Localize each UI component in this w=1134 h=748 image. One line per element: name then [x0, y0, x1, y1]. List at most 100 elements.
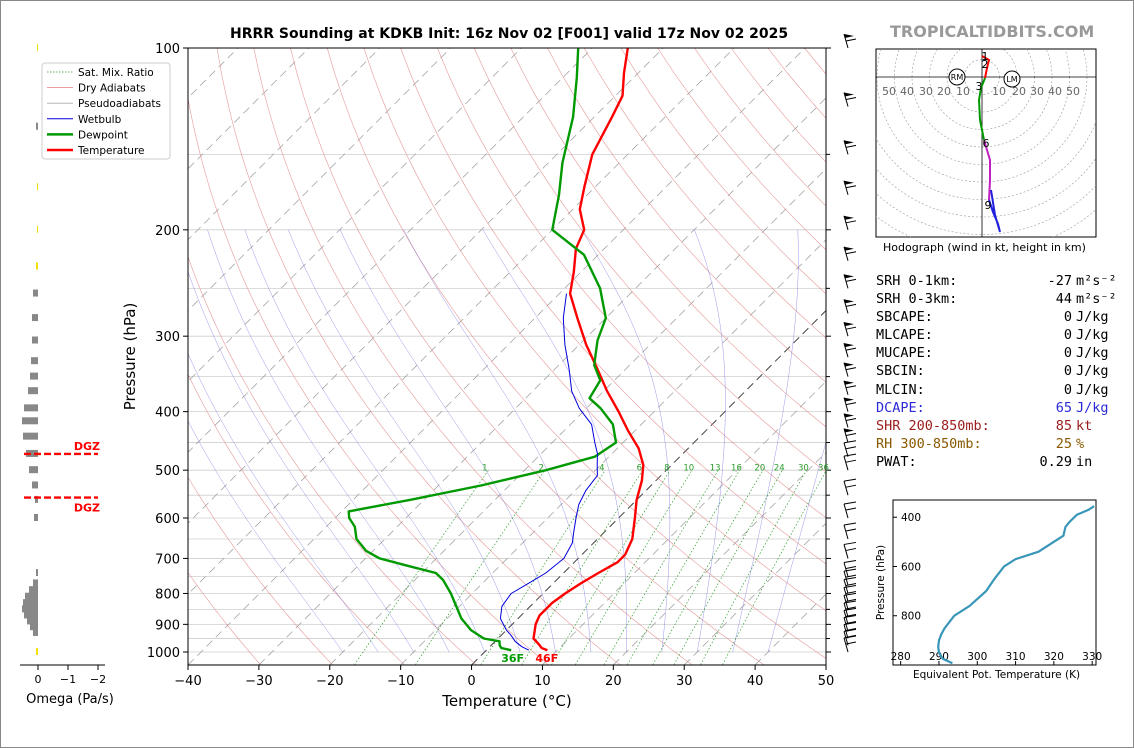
- dry-adiabat: [363, 48, 826, 612]
- wind-barb: [843, 33, 857, 49]
- pseudoadiabat: [482, 229, 627, 653]
- parameter-row: SRH 0-1km: -27 m²s⁻²: [876, 272, 1117, 290]
- parameter-label: DCAPE:: [876, 399, 925, 416]
- wind-barb: [843, 428, 857, 443]
- pseudoadiabat: [694, 229, 726, 653]
- theta-e-x-tick-label: 320: [1044, 651, 1064, 663]
- skewt-axes: 36F 46F −40 −30 −20 −10 0 10 20 30 40 50 100 200 300 40…: [121, 42, 834, 710]
- x-tick-label: −20: [316, 674, 343, 689]
- wind-barb-flag: [844, 215, 854, 220]
- wind-barb: [843, 380, 857, 395]
- theta-e-y-tick-label: 600: [901, 561, 921, 573]
- isotherm-line: [329, 168, 826, 665]
- wind-barb-flag: [844, 322, 854, 327]
- hodograph-height-label: 3: [976, 80, 983, 93]
- theta-e-y-tick-label: 400: [901, 512, 921, 524]
- wind-barb-staff: [843, 595, 849, 610]
- parameter-value: -27: [1047, 273, 1072, 289]
- wind-barb-staff: [843, 481, 849, 496]
- storm-motion-label: LM: [1006, 75, 1017, 84]
- y-tick-label: 200: [155, 224, 180, 239]
- wind-barb-flag: [844, 92, 854, 97]
- omega-bar: [34, 514, 38, 522]
- omega-bar: [23, 432, 38, 440]
- pseudoadiabat: [244, 229, 485, 653]
- x-tick-label: −10: [387, 674, 414, 689]
- mixing-ratio-line: [480, 470, 606, 665]
- wind-barb: [843, 92, 857, 107]
- hodograph-height-label: 1: [982, 50, 989, 63]
- mixing-ratio-line: [652, 470, 764, 665]
- wind-barb: [843, 343, 857, 358]
- wind-barb-staff: [843, 579, 849, 594]
- dgz-label: DGZ: [74, 440, 100, 453]
- pseudoadiabat: [581, 229, 671, 653]
- wind-barb: [843, 362, 857, 377]
- isotherm-line: [684, 522, 826, 665]
- dry-adiabat: [583, 48, 826, 339]
- parameter-label: SHR 200-850mb:: [876, 417, 990, 434]
- theta-e-x-tick-label: 300: [967, 651, 987, 663]
- storm-motion-marker: [948, 68, 966, 86]
- mixing-ratio-label: 10: [683, 463, 694, 473]
- omega-bar: [24, 611, 38, 619]
- wind-barb: [843, 453, 857, 471]
- wind-barb-feather: [843, 501, 857, 505]
- theta-e-frame: [892, 499, 1097, 666]
- wind-barb: [843, 440, 857, 457]
- sounding-parameters: SRH 0-1km: -27 m²s⁻² SRH 0-3km: 44 m²s⁻² SBCAP…: [876, 272, 1117, 471]
- wind-barb-feather: [845, 144, 857, 148]
- mixing-ratio-line: [354, 469, 489, 665]
- parameter-value: 0: [1063, 309, 1072, 326]
- mixing-ratio-line: [722, 470, 826, 665]
- omega-bar: [36, 569, 38, 577]
- omega-axis-label: Omega (Pa/s): [26, 692, 114, 707]
- parameter-label: MLCIN:: [876, 381, 925, 398]
- isotherm-line: [188, 48, 806, 665]
- dry-adiabat: [326, 48, 826, 659]
- wind-barb-feather: [845, 418, 857, 422]
- parameter-unit: %: [1076, 435, 1085, 452]
- omega-bar: [28, 387, 38, 395]
- isotherm-line: [471, 309, 826, 665]
- hodograph-height-label: 2: [982, 58, 989, 71]
- hodograph-ring-label: 50: [1066, 85, 1080, 98]
- dry-adiabat: [188, 373, 405, 665]
- isotherm-line: [542, 380, 826, 665]
- dry-adiabat: [253, 48, 693, 665]
- omega-bar: [32, 481, 38, 489]
- hodograph-ring-label: 30: [1030, 85, 1044, 98]
- wind-barb-feather: [845, 402, 857, 406]
- dry-adiabat: [188, 476, 333, 665]
- isotherm-line: [188, 48, 522, 382]
- parameter-label: PWAT:: [876, 453, 917, 470]
- wind-barb-staff: [843, 637, 849, 653]
- legend-label: Wetbulb: [78, 114, 122, 126]
- mixing-ratio-label: 6: [637, 463, 642, 473]
- hodograph-ring-label: 30: [919, 85, 933, 98]
- dry-adiabat: [188, 96, 549, 665]
- dry-adiabat: [547, 48, 826, 383]
- parameter-unit: J/kg: [1076, 381, 1109, 398]
- hodograph-ring-label: 20: [937, 85, 951, 98]
- storm-motion-marker: [1003, 70, 1021, 88]
- wind-barb-staff: [843, 503, 849, 519]
- parameter-row: MUCAPE: 0 J/kg: [876, 344, 1117, 362]
- omega-tick-label: −1: [60, 673, 76, 686]
- wind-barb-staff: [843, 624, 849, 639]
- legend-label: Temperature: [77, 145, 145, 157]
- dry-adiabat: [510, 48, 826, 428]
- pseudoadiabat: [403, 229, 592, 653]
- parameter-unit: J/kg: [1076, 399, 1109, 416]
- pseudoadiabat: [732, 229, 799, 653]
- omega-bar: [32, 336, 38, 344]
- omega-tick-label: 0: [35, 673, 42, 686]
- storm-motion-label: RM: [951, 73, 964, 82]
- parameter-unit: kt: [1076, 417, 1093, 434]
- dry-adiabat: [290, 48, 764, 665]
- mixing-ratio-line: [415, 470, 546, 665]
- x-axis-label: Temperature (°C): [441, 692, 571, 710]
- profile-dewpoint: [347, 48, 618, 652]
- parameter-unit: m²s⁻²: [1076, 273, 1117, 289]
